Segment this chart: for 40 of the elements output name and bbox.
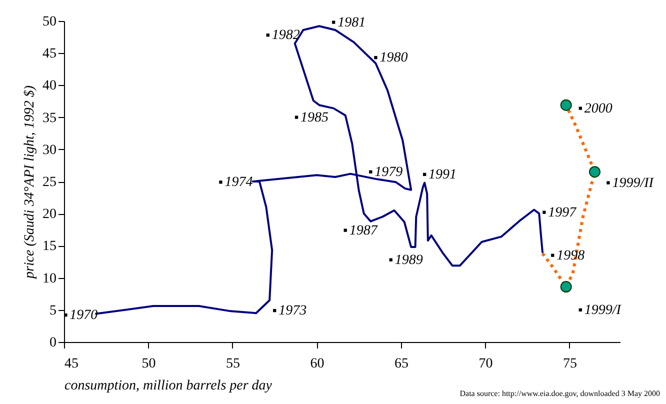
x-tick-label: 55 (226, 356, 240, 372)
x-tick-label: 50 (142, 356, 156, 372)
annotation: 1982 (272, 28, 300, 44)
y-tick-label: 20 (42, 207, 56, 222)
x-tick-label: 60 (310, 356, 324, 372)
y-tick-label: 0 (50, 336, 56, 350)
annotation: 1985 (300, 110, 329, 126)
annotation: 1981 (338, 15, 366, 30)
x-tick-label: 70 (478, 356, 493, 372)
annotation: 1973 (278, 304, 307, 319)
y-tick-label: 15 (42, 239, 56, 254)
annotation: 1979 (374, 164, 403, 180)
x-tick-label: 45 (64, 356, 78, 372)
y-tick-label: 45 (42, 46, 56, 62)
annotation: 1970 (70, 308, 98, 324)
x-tick-label: 75 (562, 356, 577, 372)
y-tick-label: 50 (42, 14, 56, 30)
annotation: 1997 (548, 205, 578, 220)
annotation: 1999/II (612, 176, 655, 191)
y-tick-label: 25 (42, 175, 56, 190)
x-tick-label: 65 (394, 356, 408, 372)
y-tick-label: 5 (50, 303, 56, 318)
source-note: Data source: http://www.eia.doe.gov, downloaded 3 May 2000 (460, 389, 660, 398)
annotation: 2000 (584, 101, 612, 116)
point (588, 166, 600, 178)
point (560, 281, 572, 293)
annotation: 1991 (428, 167, 457, 182)
point (560, 99, 572, 111)
y-tick-label: 40 (42, 78, 56, 94)
annotation: 1974 (224, 175, 253, 190)
y-tick-label: 10 (42, 271, 56, 286)
annotation: 1989 (394, 252, 423, 268)
annotation: 1999/I (584, 302, 622, 318)
annotation: 1980 (380, 50, 408, 66)
y-tick-label: 30 (42, 142, 56, 158)
x-axis-title: consumption, million barrels per day (64, 378, 273, 394)
annotation: 1987 (349, 223, 378, 238)
y-tick-label: 35 (42, 110, 56, 126)
annotation: 1998 (556, 248, 585, 264)
y-axis-title: price (Saudi 34°API light, 1992 $) (22, 85, 38, 280)
